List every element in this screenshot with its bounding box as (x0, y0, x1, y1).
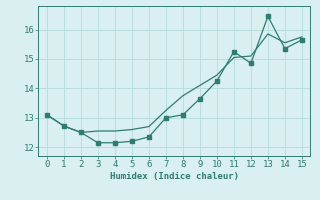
X-axis label: Humidex (Indice chaleur): Humidex (Indice chaleur) (110, 172, 239, 181)
